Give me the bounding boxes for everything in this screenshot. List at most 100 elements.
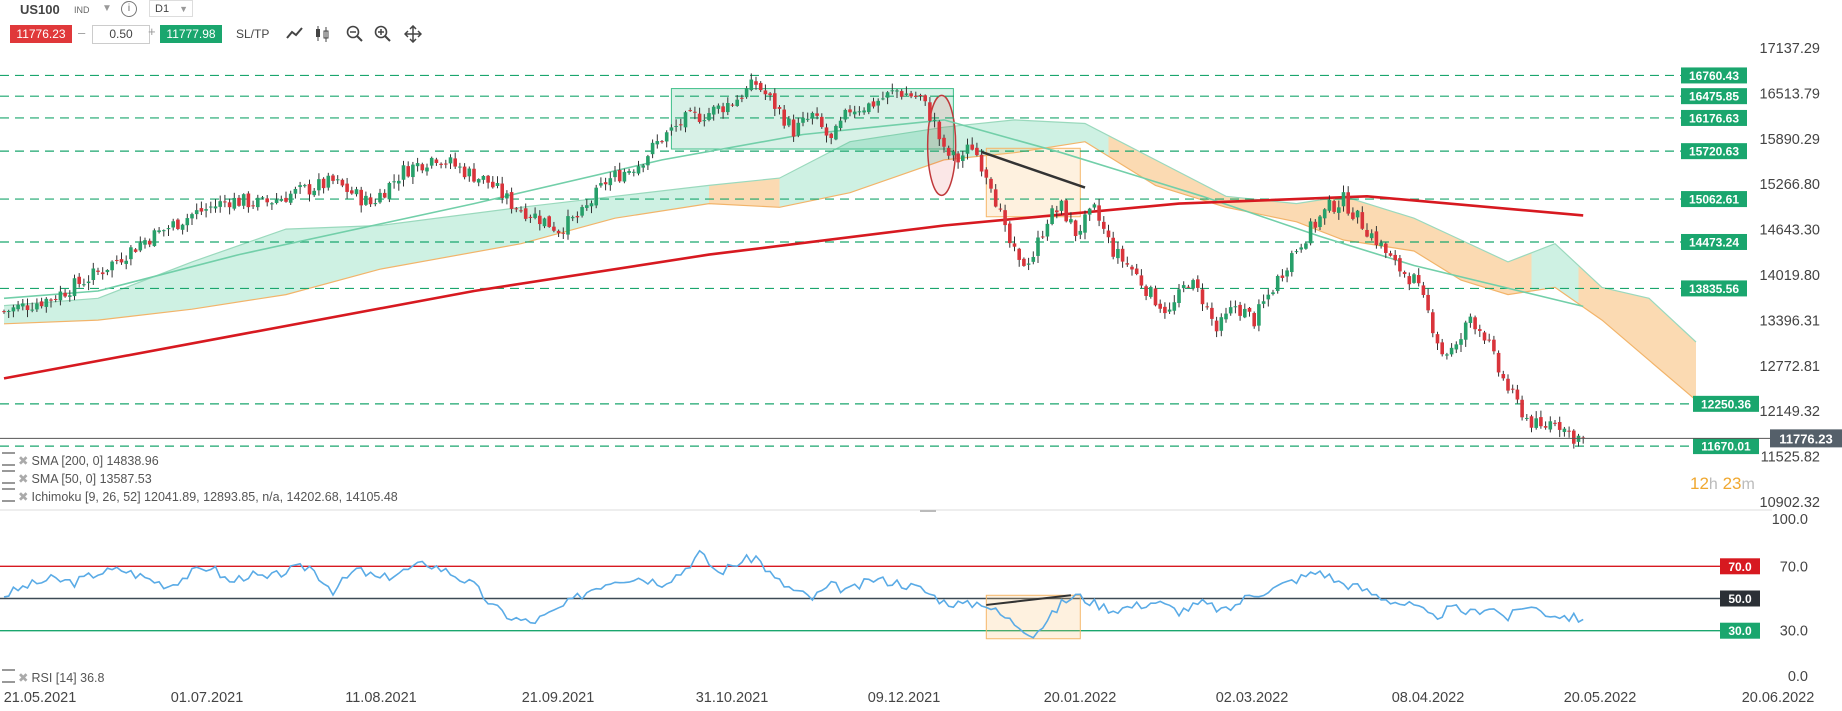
candle-chart-icon[interactable] [314,25,332,43]
candle-body [575,215,580,218]
candle-body [44,298,49,307]
candle-body [486,175,490,183]
candle-body [397,180,401,184]
level-tag [1681,280,1747,297]
lot-size-input[interactable]: 0.50 [92,25,150,44]
candle-countdown: 12h 23m [1690,474,1755,494]
candle-body [829,133,833,138]
candle-body [594,187,598,206]
candle-body [1468,316,1473,324]
lot-decrease-button[interactable]: – [78,25,86,40]
lot-increase-button[interactable]: + [148,24,156,39]
candle-body [1275,276,1280,291]
info-icon[interactable]: i [121,1,137,17]
period-select[interactable]: D1 ▼ [149,0,193,17]
rsi-level-tag [1720,590,1760,607]
level-tag [1693,395,1759,412]
sell-button[interactable]: 11776.23 [10,25,72,43]
rsi-tick-label: 30.0 [1780,624,1808,640]
legend-sma50[interactable]: ✖ SMA [50, 0] 13587.53 [2,470,398,488]
candle-body [937,121,942,140]
candle-body [1106,230,1111,238]
candle-body [1529,416,1534,428]
candle-body [1191,280,1195,289]
candle-body [298,185,302,188]
move-crosshair-icon[interactable] [404,25,422,43]
candle-body [1421,285,1426,295]
candle-body [279,198,284,201]
candle-body [68,295,72,297]
legend-rsi-label: RSI [14] 36.8 [31,671,105,685]
candle-body [2,311,6,313]
candle-body [1092,204,1097,208]
settings-icon[interactable] [2,452,15,466]
zoom-in-icon[interactable] [374,25,392,43]
candle-body [345,183,349,192]
settings-icon[interactable] [2,470,15,484]
close-icon[interactable]: ✖ [18,671,29,685]
candle-body [110,261,114,271]
candle-body [1402,272,1407,275]
candle-body [1337,207,1341,213]
candle-body [241,194,246,206]
candle-body [491,181,495,188]
candle-body [180,224,185,230]
rsi-legend[interactable]: ✖ RSI [14] 36.8 [2,669,104,685]
candle-body [758,82,763,91]
candle-body [392,181,396,183]
countdown-m-unit: m [1741,476,1755,493]
symbol-label[interactable]: US100 [20,2,60,17]
candle-body [387,182,392,200]
candle-body [956,153,960,163]
candle-body [1440,342,1444,355]
candle-body [1567,430,1571,432]
candle-body [1059,200,1064,211]
settings-icon[interactable] [2,669,15,683]
candle-body [674,125,678,127]
candle-body [284,197,288,202]
candle-body [622,171,627,182]
line-chart-icon[interactable] [286,25,304,43]
symbol-dropdown-icon[interactable]: ▼ [102,3,112,14]
candle-body [1224,313,1228,320]
candle-body [763,90,768,95]
rsi-level-tag [1720,558,1760,575]
candle-body [655,141,660,145]
current-price-tag [1770,429,1842,448]
candle-body [566,216,570,235]
candle-body [1412,274,1416,283]
ichimoku-cloud [1578,265,1696,401]
settings-icon[interactable] [2,488,15,502]
zoom-out-icon[interactable] [346,25,364,43]
close-icon[interactable]: ✖ [18,472,29,486]
date-tick-label: 20.06.2022 [1742,690,1815,706]
candle-body [744,88,749,98]
level-tag-label: 12250.36 [1701,397,1751,411]
candle-body [547,216,551,227]
candle-body [1177,289,1181,304]
sltp-button[interactable]: SL/TP [236,27,270,41]
close-icon[interactable]: ✖ [18,490,29,504]
legend-sma200[interactable]: ✖ SMA [200, 0] 14838.96 [2,452,398,470]
legend-ichimoku[interactable]: ✖ Ichimoku [9, 26, 52] 12041.89, 12893.85… [2,488,398,506]
candle-body [321,178,326,189]
candle-body [1520,399,1524,418]
level-tag [1681,88,1747,105]
candle-body [1238,304,1242,316]
candle-body [942,137,946,147]
candle-body [669,127,674,131]
candle-body [1120,248,1125,262]
close-icon[interactable]: ✖ [18,454,29,468]
level-tag-label: 13835.56 [1689,282,1739,296]
candle-body [1492,339,1496,352]
candle-body [1196,279,1200,288]
candle-body [434,159,439,163]
candle-body [6,310,11,312]
candle-body [617,169,622,182]
candle-body [1534,418,1538,428]
buy-button[interactable]: 11777.98 [160,25,222,43]
candle-body [993,189,998,207]
candle-body [688,110,692,112]
candle-body [1036,237,1040,256]
